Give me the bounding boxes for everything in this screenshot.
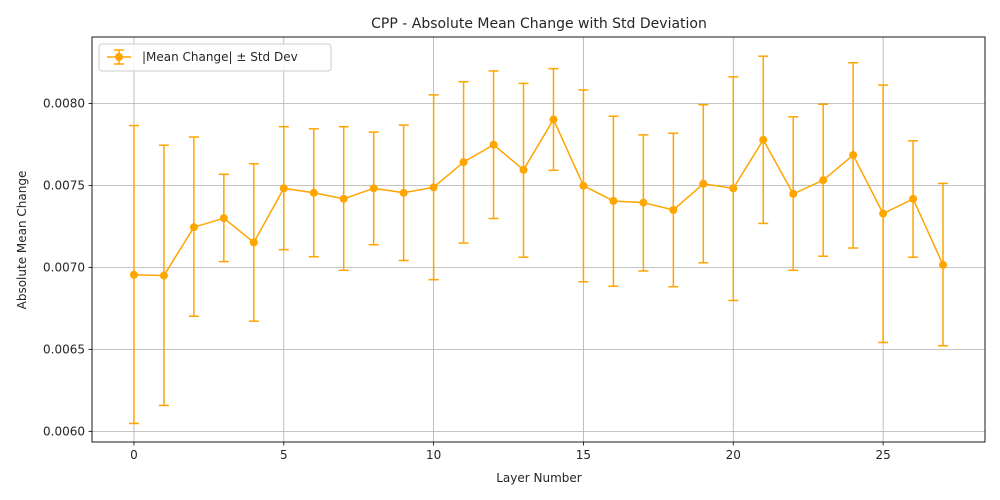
data-point <box>249 238 258 247</box>
data-point <box>789 189 798 198</box>
chart-title: CPP - Absolute Mean Change with Std Devi… <box>371 16 707 32</box>
data-point <box>879 209 888 218</box>
data-points <box>129 115 948 280</box>
data-point <box>399 188 408 197</box>
y-tick-label: 0.0075 <box>43 178 85 192</box>
data-point <box>519 165 528 174</box>
data-point <box>189 223 198 232</box>
y-axis-label: Absolute Mean Change <box>15 171 29 310</box>
data-point <box>549 115 558 124</box>
data-point <box>609 196 618 205</box>
data-point <box>639 198 648 207</box>
x-tick-label: 25 <box>875 448 890 462</box>
grid <box>92 37 985 442</box>
data-point <box>849 151 858 160</box>
x-tick-label: 15 <box>576 448 591 462</box>
legend: |Mean Change| ± Std Dev <box>98 43 332 72</box>
data-point <box>429 183 438 192</box>
plot-frame <box>91 36 986 443</box>
data-point <box>579 181 588 190</box>
data-point <box>459 158 468 167</box>
legend-label: |Mean Change| ± Std Dev <box>142 50 298 64</box>
data-point <box>219 214 228 223</box>
legend-box <box>98 43 332 72</box>
legend-marker <box>107 49 131 65</box>
data-point <box>279 184 288 193</box>
y-tick-label: 0.0070 <box>43 260 85 274</box>
x-tick-label: 0 <box>130 448 138 462</box>
data-point <box>129 270 138 279</box>
data-point <box>369 184 378 193</box>
data-point <box>819 176 828 185</box>
data-point <box>939 260 948 269</box>
data-point <box>159 271 168 280</box>
series-line <box>133 117 944 277</box>
data-point <box>339 194 348 203</box>
data-point <box>759 135 768 144</box>
data-point <box>309 188 318 197</box>
x-ticks: 0 5 10 15 20 25 <box>130 442 891 462</box>
data-point <box>909 194 918 203</box>
x-tick-label: 5 <box>280 448 288 462</box>
data-point <box>729 184 738 193</box>
data-point <box>669 205 678 214</box>
x-tick-label: 20 <box>726 448 741 462</box>
y-tick-label: 0.0080 <box>43 96 85 110</box>
series-polyline <box>133 117 944 277</box>
data-point <box>699 179 708 188</box>
y-tick-label: 0.0060 <box>43 424 85 438</box>
y-tick-label: 0.0065 <box>43 342 85 356</box>
y-ticks: 0.0060 0.0065 0.0070 0.0075 0.0080 <box>43 96 92 438</box>
data-point <box>489 140 498 149</box>
x-tick-label: 10 <box>426 448 441 462</box>
x-axis-label: Layer Number <box>496 471 582 485</box>
